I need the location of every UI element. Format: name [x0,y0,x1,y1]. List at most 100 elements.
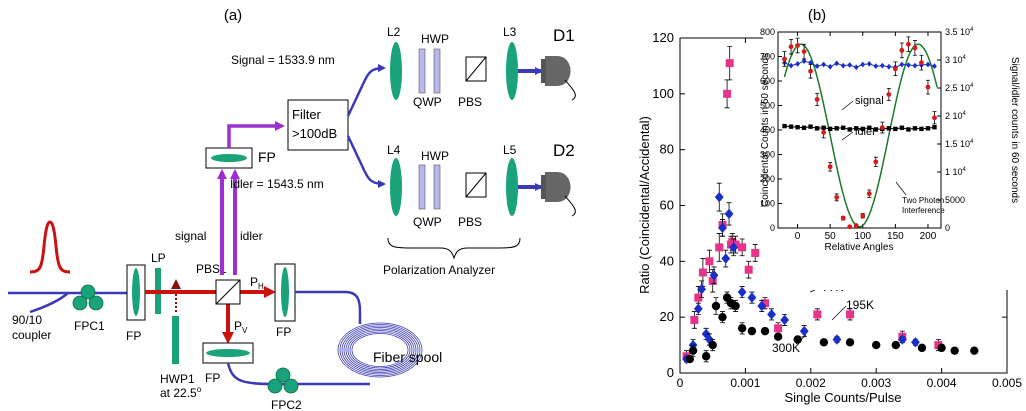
data-point-300k [760,326,770,336]
filter-label-1: Filter [292,107,322,122]
inset-point-signal [905,62,911,68]
main-xtick-label: 0.003 [861,376,891,390]
upper-analyzer-arm [390,42,576,101]
pbs1-label: PBS1 [196,262,227,276]
data-point-195k [693,303,703,314]
data-point-195k [709,270,719,281]
inset-point-coincidence [840,215,846,221]
inset-point-coincidence [932,115,937,121]
inset-point-coincidence [906,41,911,47]
inset-point-coincidence [795,43,800,48]
inset-point-signal [801,58,807,64]
d1-label: D1 [553,26,575,45]
pv-label: PV [234,319,248,335]
data-point-195k [737,286,747,298]
fpc2-paddles [267,367,299,394]
inset-ytick-label-right: 3.5 104 [945,27,974,37]
inset-ytick-label-right: 3 104 [945,55,967,65]
inset-xtick-label: 200 [920,231,937,242]
pbs1-diagonal [215,279,241,305]
qwp-label-lower: QWP [413,215,442,229]
data-point-195k [718,222,727,234]
coupler-label: 90/10 [12,313,42,327]
inset-point-coincidence [912,45,918,51]
hwp1-label: HWP1 [160,372,195,386]
inset-point-coincidence [827,164,833,170]
inset-ytick-label: 400 [760,125,775,135]
fp3-label: FP [205,371,220,385]
main-xtick-label: 0.001 [730,376,760,390]
main-axis-ticks: 0 0.001 0.002 0.003 0.004 0.005 0 20 40 60 80 100 12… [652,30,1022,390]
inset-point-signal [879,62,885,69]
inset-point-idler [788,124,794,129]
data-point-77k [846,310,855,319]
inset-point-idler [925,126,931,131]
data-point-300k [970,346,979,355]
filter-label-2: >100dB [292,126,337,141]
inset-point-coincidence [847,224,853,230]
hwp-label-lower: HWP [421,149,449,163]
data-point-77k [715,243,724,252]
inset-xtick-label: 0 [795,231,801,242]
panel-a-label: (a) [224,7,242,24]
inset-ytick-label-right: 5000 [945,195,965,205]
data-point-77k [813,310,822,319]
inset-point-signal [834,60,840,67]
qwp-label-upper: QWP [413,95,442,109]
l4-label: L4 [387,143,401,157]
lp-label: LP [151,251,166,265]
data-point-195k [747,292,757,303]
data-point-300k [773,332,783,341]
inset-point-signal [899,61,905,68]
main-ytick-label: 100 [652,86,674,101]
inset-xlabel: Relative Angles [825,242,894,253]
inset-tpi-label-1: Two Photon [902,196,944,205]
inset-ylabel-right: Signal/idler counts in 60 seconds [1009,57,1020,203]
inset-ytick-label-right: 1 104 [945,167,967,177]
main-ytick-label: 120 [652,30,674,45]
data-point-300k [793,335,802,344]
fpc1-label: FPC1 [74,319,105,333]
inset-point-signal [886,63,892,70]
inset-point-coincidence [892,66,898,72]
annotation-300k: 300K [772,341,800,355]
ph-label: PH [250,275,264,291]
inset-idler-label: idler [855,126,876,138]
inset-ytick-label-right: 2 104 [945,111,967,121]
data-point-195k [897,334,907,345]
data-point-77k [934,341,943,350]
data-point-300k [950,346,959,355]
loop-fiber-top [295,290,362,324]
inset-data-marks [782,36,938,230]
inset-point-idler [886,126,892,131]
inset-point-idler [827,126,833,132]
fp1-lens [132,268,140,316]
data-point-300k [685,354,695,364]
inset-point-coincidence [873,159,879,165]
data-point-77k [698,268,707,277]
inset-point-idler [808,124,813,129]
data-point-300k [917,343,927,353]
inset-point-idler [893,126,898,132]
main-ylabel: Ratio (Coincidental/Accidental) [637,116,652,294]
inset-point-idler [847,127,852,132]
inset-point-coincidence [886,92,892,97]
idler-fiber [346,135,386,188]
inset-signal-leader [841,100,854,111]
inset-xtick-label: 50 [825,231,837,242]
data-point-300k [718,312,727,322]
inset-tpi-label-2: Interference [902,206,945,215]
analyzer-brace [387,237,521,260]
inset-point-coincidence [834,194,840,200]
main-xtick-label: 0.005 [992,376,1022,390]
inset-ytick-label: 800 [760,27,775,37]
data-point-77k [738,243,747,252]
inset-point-coincidence [821,130,827,135]
main-data-marks [682,45,979,365]
data-point-300k [708,340,717,350]
data-point-300k [891,340,901,350]
main-ytick-label: 60 [660,198,674,213]
fp3-lens [206,349,250,357]
inset-point-signal [853,64,859,71]
